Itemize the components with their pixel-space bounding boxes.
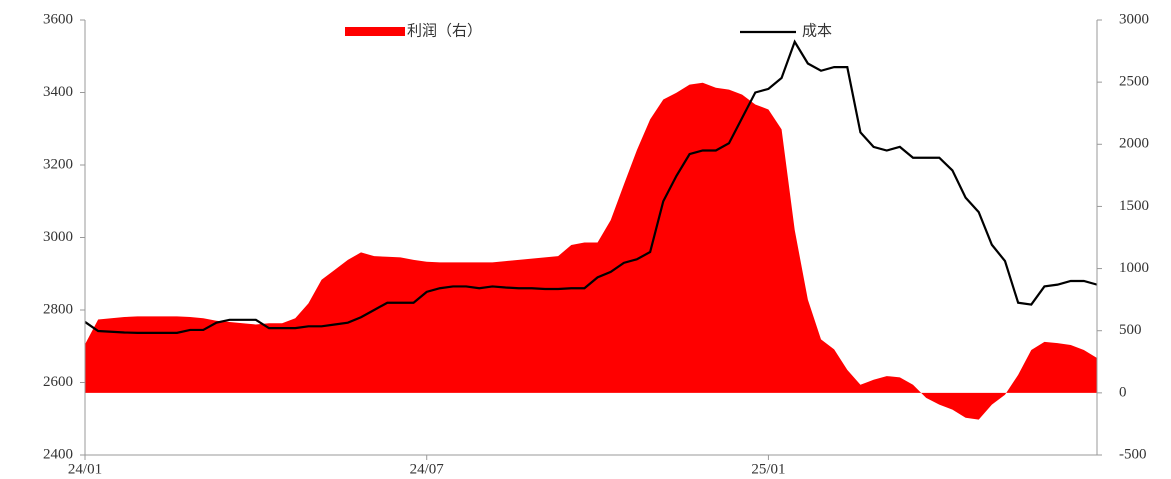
legend-label: 成本 (802, 22, 832, 39)
y2-tick-label: 500 (1119, 322, 1142, 338)
y-tick-label: 3400 (43, 84, 73, 100)
x-tick-label: 24/07 (410, 461, 445, 477)
x-tick-label: 24/01 (68, 461, 102, 477)
x-tick-label: 25/01 (751, 461, 785, 477)
y2-tick-label: 0 (1119, 384, 1127, 400)
profit-area (85, 82, 1097, 420)
y2-tick-label: 1000 (1119, 260, 1149, 276)
legend-swatch (345, 27, 405, 36)
y2-tick-label: 1500 (1119, 198, 1149, 214)
y2-tick-label: 3000 (1119, 11, 1149, 27)
y2-tick-label: 2500 (1119, 74, 1149, 90)
y2-tick-label: -500 (1119, 446, 1147, 462)
y-tick-label: 2600 (43, 374, 73, 390)
y-tick-label: 3000 (43, 229, 73, 245)
y-tick-label: 3600 (43, 11, 73, 27)
legend-label: 利润（右） (407, 22, 482, 39)
y2-tick-label: 2000 (1119, 136, 1149, 152)
y-tick-label: 2800 (43, 301, 73, 317)
y-tick-label: 3200 (43, 156, 73, 172)
y-tick-label: 2400 (43, 446, 73, 462)
cost-line (84, 39, 1098, 334)
